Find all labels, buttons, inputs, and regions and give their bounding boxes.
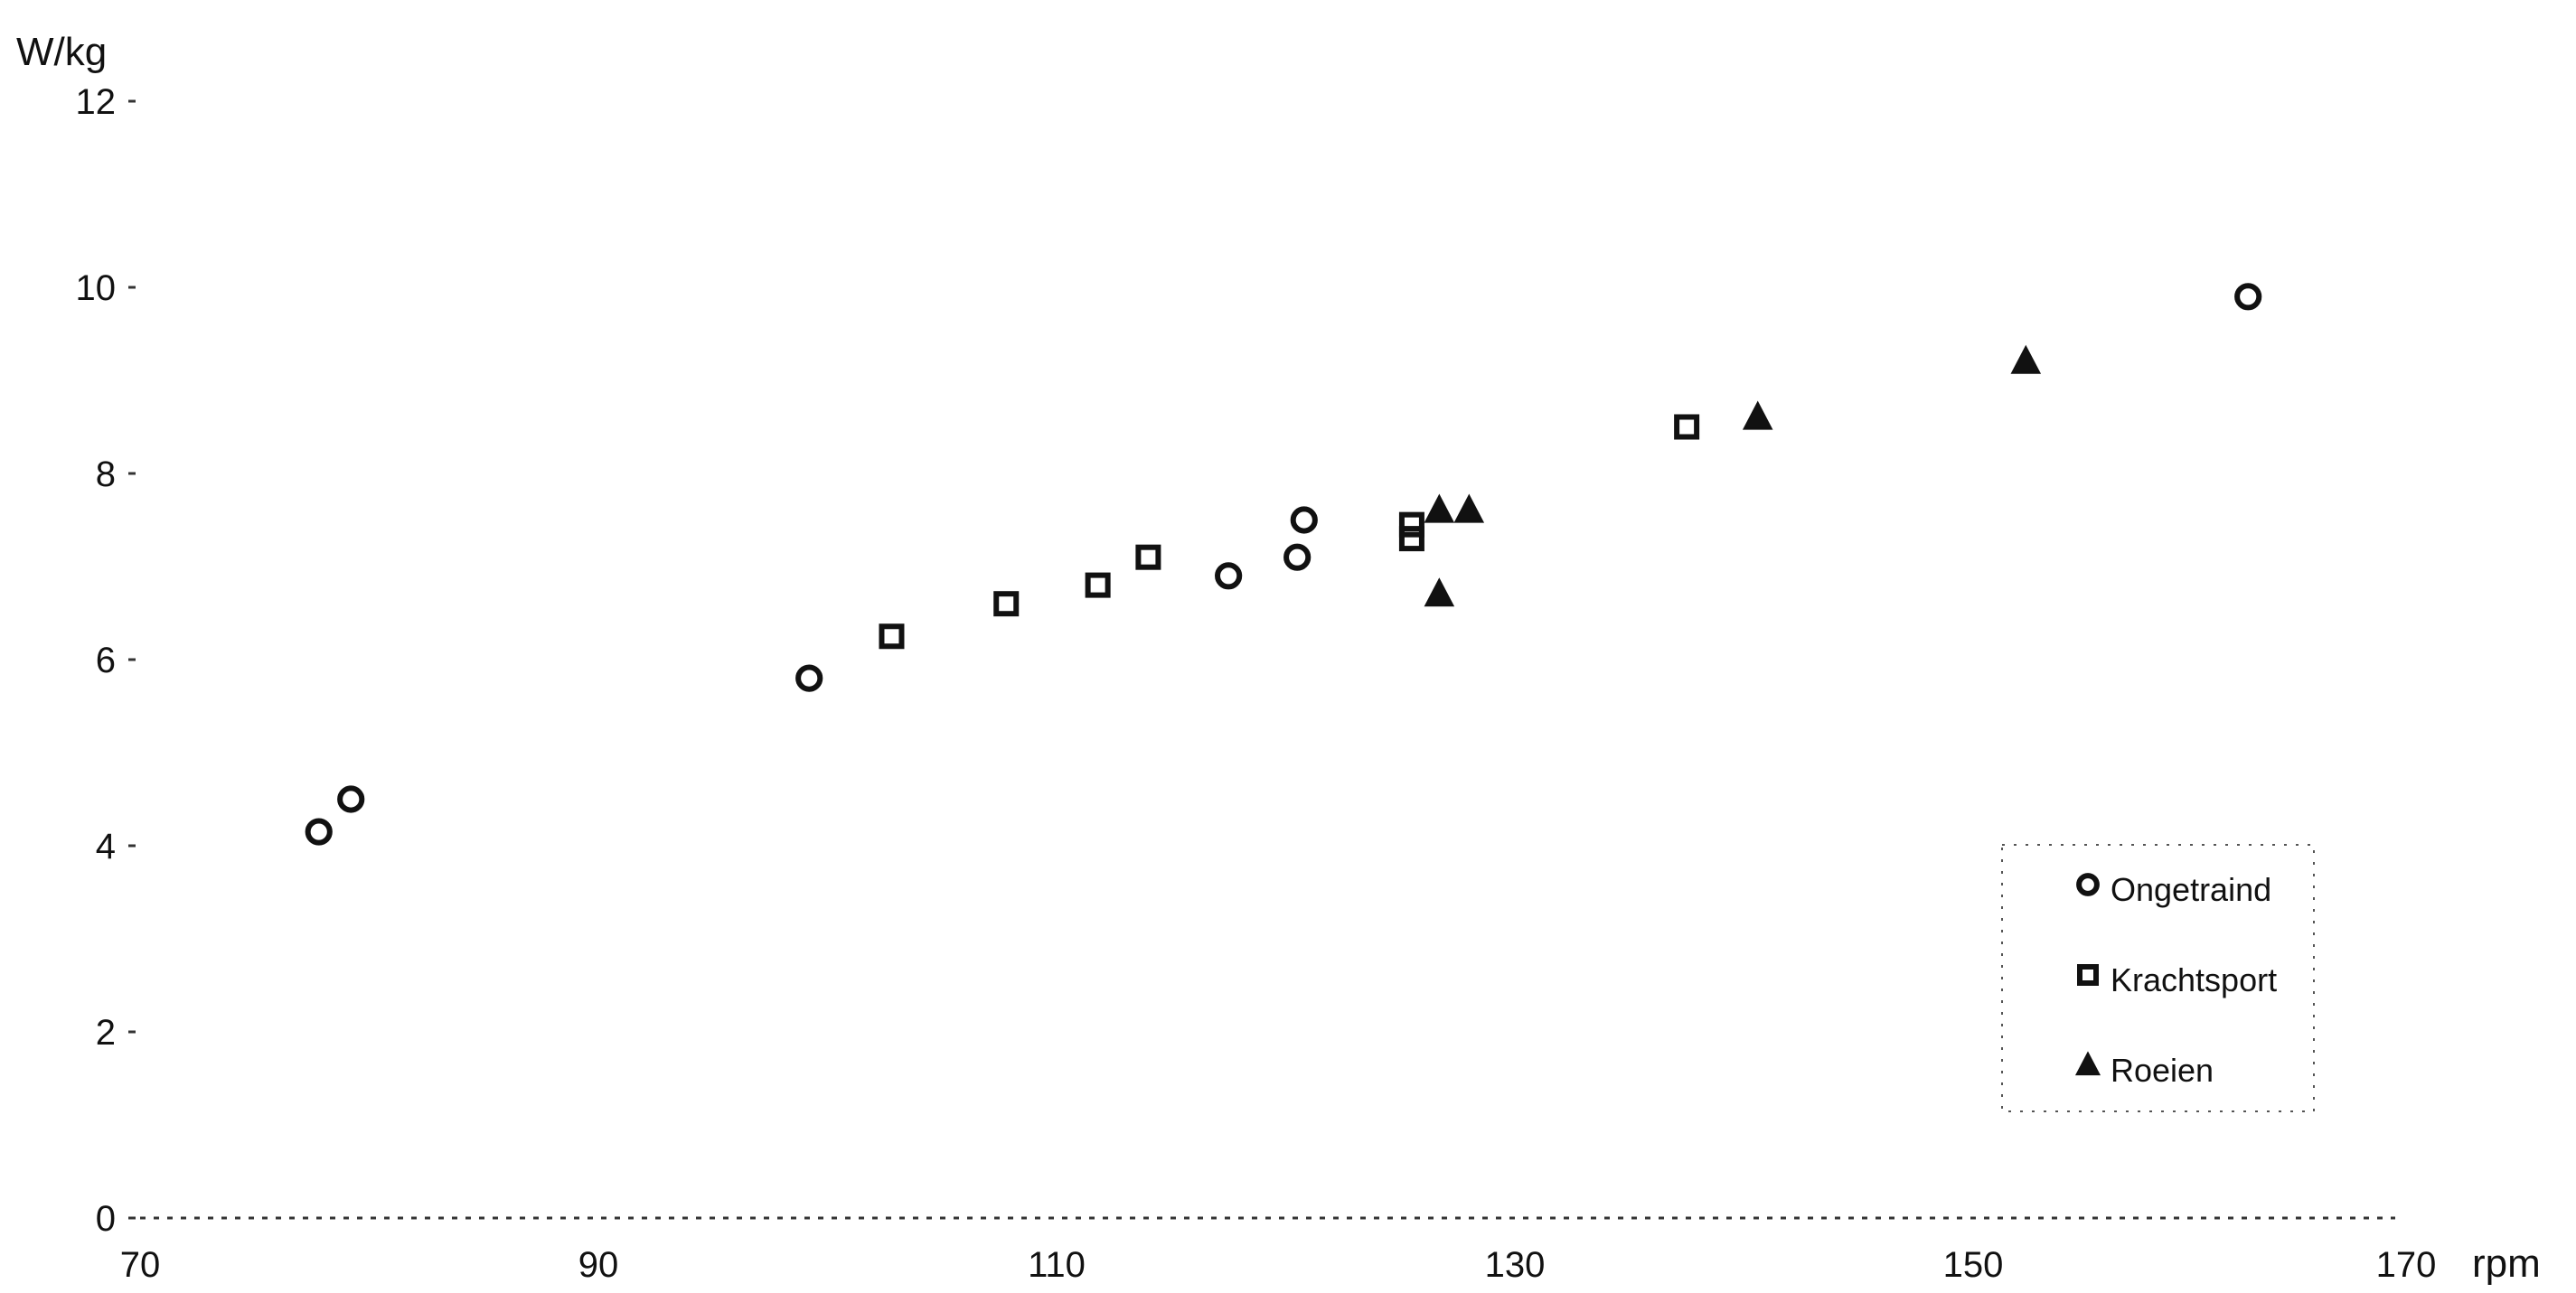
- data-point-square: [1085, 572, 1111, 598]
- data-point-triangle: [1742, 400, 1773, 430]
- x-tick-label: 150: [1943, 1245, 2004, 1285]
- data-point-square: [2077, 964, 2099, 986]
- x-tick-label: 110: [1028, 1245, 1086, 1285]
- x-tick-label: 90: [578, 1245, 619, 1285]
- data-point-circle: [1283, 543, 1312, 571]
- data-point-square: [879, 623, 905, 650]
- data-point-square: [993, 591, 1020, 617]
- data-point-circle: [1290, 506, 1318, 534]
- data-point-circle: [337, 785, 365, 813]
- data-point-circle: [795, 664, 823, 692]
- data-point-triangle: [2010, 344, 2042, 374]
- legend-label: Krachtsport: [2111, 961, 2277, 998]
- y-tick-label: 6: [96, 641, 116, 680]
- legend: Ongetraind Krachtsport Roeien: [2001, 844, 2315, 1112]
- data-markers: [305, 283, 2262, 846]
- y-tick-labels: 0 2 4 6 8 10 12: [76, 82, 117, 1239]
- legend-box: [2001, 844, 2315, 1112]
- y-tick-label: 2: [96, 1013, 116, 1053]
- x-axis-label: rpm: [2472, 1241, 2541, 1286]
- data-point-circle: [2076, 873, 2100, 896]
- axes: [128, 99, 2395, 1220]
- data-point-triangle: [2074, 1051, 2101, 1076]
- y-tick-label: 10: [76, 268, 117, 308]
- y-tick-label: 12: [76, 82, 117, 122]
- data-point-circle: [305, 818, 333, 846]
- x-tick-label: 170: [2376, 1245, 2437, 1285]
- legend-label: Roeien: [2111, 1052, 2214, 1089]
- data-point-square: [1674, 414, 1700, 440]
- y-tick-label: 4: [96, 827, 116, 867]
- y-tick-label: 0: [96, 1199, 116, 1239]
- x-tick-label: 130: [1485, 1245, 1546, 1285]
- data-point-triangle: [1424, 493, 1455, 523]
- data-point-circle: [2234, 283, 2262, 311]
- legend-label: Ongetraind: [2111, 871, 2271, 908]
- data-point-triangle: [1424, 577, 1455, 607]
- data-point-square: [1398, 511, 1424, 538]
- data-point-circle: [1215, 562, 1243, 590]
- y-axis-label: W/kg: [16, 30, 107, 74]
- data-point-triangle: [1453, 493, 1485, 523]
- data-point-square: [1398, 526, 1424, 552]
- data-point-square: [1135, 544, 1161, 570]
- x-tick-label: 70: [120, 1245, 161, 1285]
- y-tick-label: 8: [96, 454, 116, 494]
- x-tick-labels: 70 90 110 130 150 170: [120, 1245, 2437, 1285]
